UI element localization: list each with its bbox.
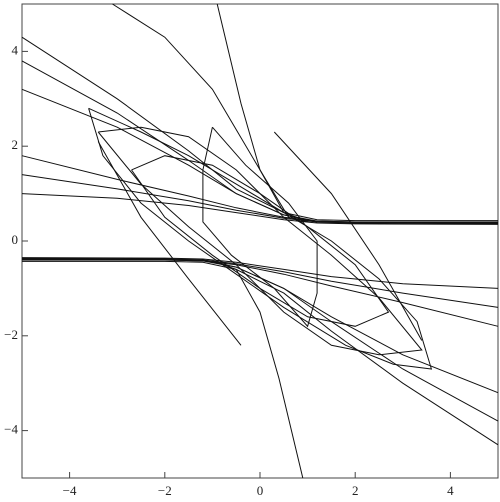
curve xyxy=(212,260,304,479)
curve xyxy=(22,260,499,446)
x-tick-label: −4 xyxy=(63,483,77,498)
curve xyxy=(97,141,242,346)
y-tick-label: −4 xyxy=(4,422,18,437)
x-tick-label: −2 xyxy=(158,483,172,498)
y-tick-label: 0 xyxy=(12,232,19,247)
curve xyxy=(22,258,499,394)
curve xyxy=(21,193,499,225)
x-tick-label: 2 xyxy=(352,483,359,498)
curve xyxy=(21,155,498,223)
plot-frame xyxy=(21,3,499,479)
y-tick-label: −2 xyxy=(4,327,18,342)
y-tick-label: 4 xyxy=(12,42,19,57)
curve xyxy=(273,131,423,341)
y-tick-label: 2 xyxy=(12,137,19,152)
curve xyxy=(21,257,499,308)
curve xyxy=(21,257,499,289)
x-tick-label: 4 xyxy=(447,483,454,498)
curve xyxy=(21,174,499,225)
curve xyxy=(131,155,390,327)
curve xyxy=(112,3,308,223)
curve xyxy=(216,3,308,222)
curve xyxy=(88,107,433,370)
curve xyxy=(21,88,498,224)
x-tick-label: 0 xyxy=(257,483,264,498)
curve xyxy=(22,259,499,422)
curve xyxy=(202,126,318,328)
curve xyxy=(97,126,423,356)
curve xyxy=(22,259,499,327)
